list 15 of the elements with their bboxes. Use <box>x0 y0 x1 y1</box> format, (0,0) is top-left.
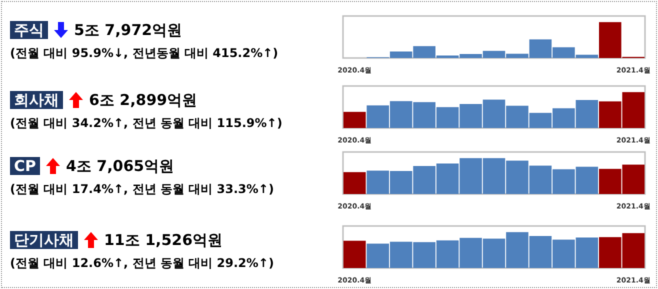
bar <box>343 240 366 268</box>
text: 11조 1,526억원 <box>104 231 223 249</box>
text: (전월 대비 95.9%↓, 전년동월 대비 415.2%↑) <box>10 46 278 60</box>
text: (전월 대비 12.6%↑, 전년 동월 대비 29.2%↑) <box>10 256 274 270</box>
text: (전월 대비 34.2%↑, 전년 동월 대비 115.9%↑) <box>10 116 282 130</box>
text: 6조 2,899억원 <box>89 91 198 109</box>
text: CP <box>14 157 36 175</box>
text: 단기사채 <box>14 231 74 249</box>
text: 회사채 <box>14 91 59 109</box>
text: 5조 7,972억원 <box>74 21 182 39</box>
bar <box>343 172 366 194</box>
text: 주식 <box>14 21 44 39</box>
bar <box>343 112 366 128</box>
text: (전월 대비 17.4%↑, 전년 동월 대비 33.3%↑) <box>10 182 274 196</box>
text: 4조 7,065억원 <box>66 157 174 175</box>
